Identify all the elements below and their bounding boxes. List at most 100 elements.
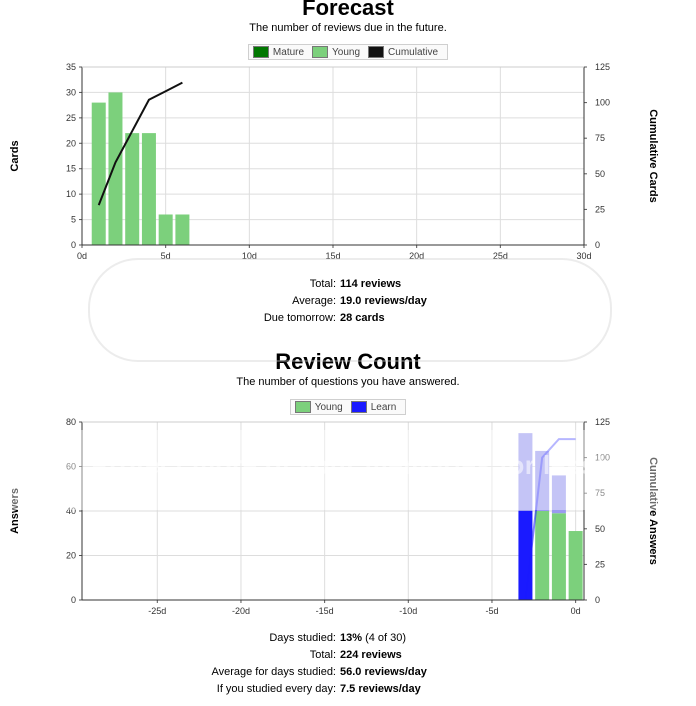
y-tick-label: 30 — [66, 87, 76, 97]
legend-swatch — [312, 46, 329, 58]
forecast-legend: Mature Young Cumulative — [0, 44, 696, 60]
stat-row: Days studied: 13% (4 of 30) — [0, 629, 696, 646]
stat-value: 114 reviews — [340, 277, 402, 290]
legend-swatch — [368, 46, 385, 58]
bar — [91, 102, 106, 245]
legend-label: Mature — [272, 46, 305, 58]
y2-tick-label: 25 — [595, 559, 605, 569]
y-tick-label: 40 — [66, 506, 76, 516]
stat-label: If you studied every day: — [216, 682, 336, 695]
y-axis-title: Answers — [9, 488, 21, 534]
y2-axis-title: Cumulative Answers — [647, 457, 659, 565]
forecast-legend-item: Mature — [252, 46, 305, 58]
forecast-title: Forecast — [302, 0, 394, 20]
stat-value: 56.0 reviews/day — [340, 665, 427, 678]
legend-label: Young — [332, 46, 361, 58]
stat-row: Due tomorrow: 28 cards — [0, 309, 696, 326]
stat-label: Average for days studied: — [211, 665, 336, 678]
x-tick-label: 0d — [77, 251, 87, 261]
review-count-title: Review Count — [275, 349, 421, 374]
y2-tick-label: 125 — [595, 417, 610, 427]
stat-label: Average: — [292, 294, 336, 307]
x-tick-label: -15d — [316, 606, 334, 616]
bar — [125, 133, 140, 245]
stat-extra: (4 of 30) — [362, 631, 407, 644]
forecast-chart: 0d 5d 10d 15d 20d 25d 30d 0 5 10 15 20 25 30 35 0 25 50 75… — [9, 62, 659, 261]
y-tick-label: 25 — [66, 113, 76, 123]
bar — [518, 433, 533, 511]
stat-row: Average: 19.0 reviews/day — [0, 292, 696, 309]
y2-tick-label: 100 — [595, 98, 610, 108]
legend-label: Learn — [370, 401, 397, 413]
bar — [535, 450, 550, 511]
y-axis-title: Cards — [9, 140, 21, 171]
x-tick-label: 30d — [576, 251, 591, 261]
y-tick-label: 60 — [66, 462, 76, 472]
y2-tick-label: 125 — [595, 62, 610, 72]
x-tick-label: 10d — [242, 251, 257, 261]
x-tick-label: -10d — [399, 606, 417, 616]
x-tick-label: 5d — [161, 251, 171, 261]
forecast-stats: Total: 114 reviews Average: 19.0 reviews/da… — [0, 275, 696, 326]
y2-tick-label: 0 — [595, 595, 600, 605]
y-tick-label: 0 — [71, 595, 76, 605]
stat-value: 224 reviews — [340, 648, 402, 661]
y2-tick-label: 75 — [595, 133, 605, 143]
y2-tick-label: 50 — [595, 524, 605, 534]
bar — [141, 133, 156, 245]
stat-value: 7.5 reviews/day — [340, 682, 421, 695]
stat-label: Due tomorrow: — [263, 311, 336, 324]
stat-row: Total: 114 reviews — [0, 275, 696, 292]
forecast-legend-item: Cumulative — [368, 46, 438, 58]
stat-value: 28 cards — [340, 311, 385, 324]
cumulative-line — [97, 81, 183, 206]
x-tick-label: 15d — [325, 251, 340, 261]
legend-swatch — [294, 401, 311, 413]
bar — [175, 214, 190, 245]
review-count-chart: -25d -20d -15d -10d -5d 0d 0 20 40 60 80 0 25 50 75 100… — [9, 417, 659, 616]
legend-swatch — [252, 46, 269, 58]
x-tick-label: -5d — [485, 606, 498, 616]
forecast-subtitle: The number of reviews due in the future. — [249, 22, 447, 34]
stat-label: Total: — [309, 648, 336, 661]
y2-tick-label: 100 — [595, 453, 610, 463]
bar — [551, 513, 566, 600]
stat-value: 13% (4 of 30) — [340, 631, 407, 644]
stat-row: Total: 224 reviews — [0, 646, 696, 663]
bar — [535, 511, 550, 600]
y2-tick-label: 75 — [595, 488, 605, 498]
y2-tick-label: 50 — [595, 169, 605, 179]
stat-row: If you studied every day: 7.5 reviews/day — [0, 680, 696, 697]
legend-swatch — [350, 401, 367, 413]
stat-value: 19.0 reviews/day — [340, 294, 427, 307]
y-tick-label: 15 — [66, 164, 76, 174]
x-tick-label: 0d — [571, 606, 581, 616]
y-tick-label: 35 — [66, 62, 76, 72]
y2-tick-label: 0 — [595, 240, 600, 250]
stat-row: Average for days studied: 56.0 reviews/da… — [0, 663, 696, 680]
forecast-legend-item: Young — [312, 46, 360, 58]
y2-axis-title: Cumulative Cards — [647, 109, 659, 203]
review-count-legend-item: Young — [294, 401, 343, 413]
stat-label: Days studied: — [269, 631, 336, 644]
y-tick-label: 80 — [66, 417, 76, 427]
y-tick-label: 20 — [66, 138, 76, 148]
review-count-stats: Days studied: 13% (4 of 30) Total: 224 revi… — [0, 629, 696, 697]
legend-label: Young — [314, 401, 343, 413]
x-tick-label: -20d — [232, 606, 250, 616]
bar — [108, 92, 123, 245]
review-count-legend: Young Learn — [0, 399, 696, 415]
x-tick-label: 20d — [409, 251, 424, 261]
x-tick-label: 25d — [493, 251, 508, 261]
x-tick-label: -25d — [148, 606, 166, 616]
y-tick-label: 10 — [66, 189, 76, 199]
bar — [158, 214, 173, 245]
y-tick-label: 20 — [66, 551, 76, 561]
cumulative-line — [524, 438, 576, 601]
review-count-legend-item: Learn — [350, 401, 397, 413]
bar — [568, 531, 583, 600]
stat-label: Total: — [309, 277, 336, 290]
review-count-subtitle: The number of questions you have answere… — [236, 376, 460, 388]
bar — [551, 475, 566, 514]
legend-label: Cumulative — [388, 46, 439, 58]
